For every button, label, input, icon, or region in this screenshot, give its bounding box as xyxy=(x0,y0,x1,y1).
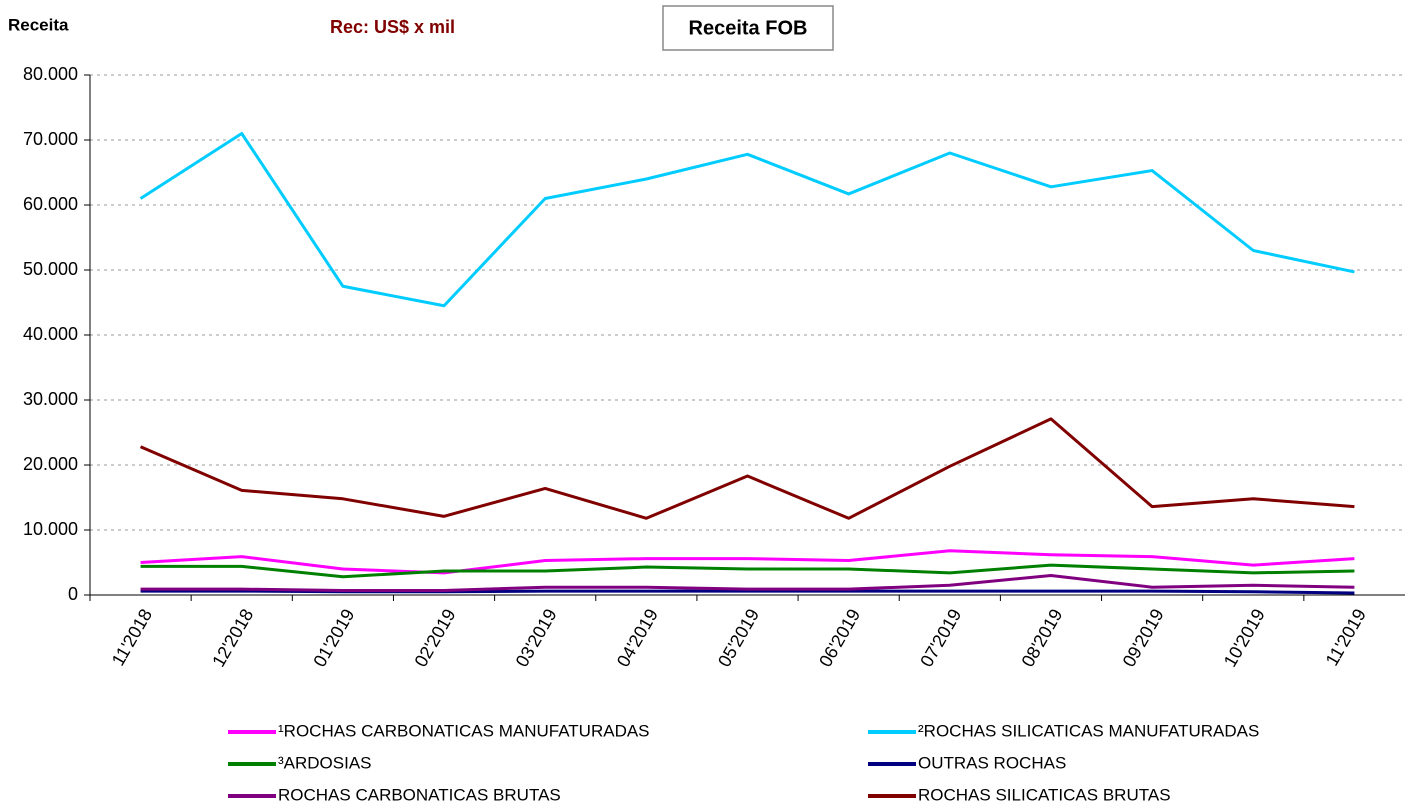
x-tick-label: 11'2018 xyxy=(108,605,156,669)
y-tick-label: 80.000 xyxy=(23,64,78,84)
y-tick-label: 20.000 xyxy=(23,454,78,474)
x-tick-label: 12'2018 xyxy=(208,605,257,670)
y-tick-label: 30.000 xyxy=(23,389,78,409)
y-tick-label: 70.000 xyxy=(23,129,78,149)
series-line xyxy=(140,549,1355,575)
x-tick-label: 02'2019 xyxy=(411,605,460,670)
x-tick-label: 08'2019 xyxy=(1017,605,1066,670)
x-tick-label: 07'2019 xyxy=(916,605,965,670)
y-axis-label: Receita xyxy=(8,15,69,34)
x-tick-label: 01'2019 xyxy=(309,605,358,670)
x-tick-label: 03'2019 xyxy=(512,605,561,670)
y-tick-label: 40.000 xyxy=(23,324,78,344)
x-tick-label: 06'2019 xyxy=(815,605,864,670)
y-tick-label: 50.000 xyxy=(23,259,78,279)
y-tick-label: 0 xyxy=(68,584,78,604)
x-tick-label: 04'2019 xyxy=(613,605,662,670)
y-tick-label: 10.000 xyxy=(23,519,78,539)
legend-label: ³ARDOSIAS xyxy=(278,753,372,772)
legend-label: ¹ROCHAS CARBONATICAS MANUFATURADAS xyxy=(278,721,650,740)
title-box xyxy=(662,5,834,51)
x-tick-label: 10'2019 xyxy=(1220,605,1269,670)
legend-label: ROCHAS SILICATICAS BRUTAS xyxy=(918,785,1171,804)
legend-label: OUTRAS ROCHAS xyxy=(918,753,1066,772)
legend-label: ²ROCHAS SILICATICAS MANUFATURADAS xyxy=(918,721,1259,740)
y-tick-label: 60.000 xyxy=(23,194,78,214)
x-tick-label: 09'2019 xyxy=(1119,605,1168,670)
series-line xyxy=(140,563,1355,579)
chart-subtitle: Rec: US$ x mil xyxy=(330,17,455,37)
chart-title: Receita FOB xyxy=(689,17,808,39)
series-line xyxy=(139,132,1355,308)
series-line xyxy=(139,417,1355,520)
x-tick-label: 11'2019 xyxy=(1322,605,1370,669)
legend-label: ROCHAS CARBONATICAS BRUTAS xyxy=(278,785,561,804)
series-line xyxy=(140,574,1355,592)
x-tick-label: 05'2019 xyxy=(714,605,763,670)
